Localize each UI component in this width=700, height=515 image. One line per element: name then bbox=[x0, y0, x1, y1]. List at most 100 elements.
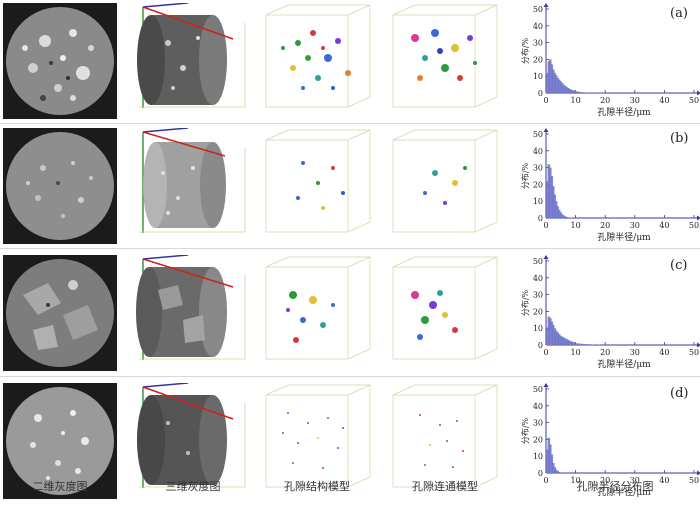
histogram-bar bbox=[556, 332, 559, 345]
histogram-bar bbox=[568, 88, 571, 93]
y-tick-label: 0 bbox=[538, 341, 543, 350]
y-axis-arrow bbox=[543, 255, 549, 259]
separator bbox=[0, 376, 700, 377]
histogram-bar bbox=[565, 339, 568, 345]
caption-pore-connectivity: 孔隙连通模型 bbox=[412, 480, 478, 493]
histogram-bar bbox=[557, 79, 561, 93]
caption-2d-gray: 二维灰度图 bbox=[32, 480, 88, 493]
histogram-bar bbox=[554, 201, 558, 218]
histogram-bar bbox=[553, 72, 557, 93]
pore-connectivity-model-b bbox=[392, 129, 498, 233]
panel-label-c: (c) bbox=[670, 258, 687, 273]
x-tick-label: 0 bbox=[543, 476, 548, 485]
pore-radius-histogram-d: (d) 0 10 20 30 40 50 0 10 20 30 40 50 孔隙半径/μm 分布/% bbox=[520, 383, 700, 498]
x-tick-label: 10 bbox=[571, 221, 581, 230]
x-tick-label: 40 bbox=[659, 221, 669, 230]
x-axis-label: 孔隙半径/μm bbox=[597, 358, 651, 370]
histogram-bar bbox=[575, 91, 579, 93]
histogram-bar bbox=[550, 64, 554, 93]
histogram-bar bbox=[550, 321, 554, 345]
x-tick-label: 10 bbox=[571, 348, 581, 357]
separator bbox=[0, 248, 700, 249]
histogram-bar bbox=[586, 92, 589, 93]
histogram-bar bbox=[546, 449, 549, 473]
histogram-bar bbox=[549, 59, 552, 93]
histogram-bar bbox=[551, 462, 555, 473]
histogram-bar bbox=[550, 454, 554, 473]
gray-3d-cylinder-c bbox=[136, 255, 246, 360]
histogram-bar bbox=[554, 330, 558, 345]
x-axis-arrow bbox=[697, 342, 700, 348]
histogram-bar bbox=[547, 164, 551, 218]
histogram-bar bbox=[559, 81, 562, 93]
histogram-bar bbox=[549, 318, 552, 345]
histogram-bar bbox=[557, 471, 561, 473]
y-tick-label: 50 bbox=[533, 130, 543, 139]
caption-3d-gray: 三维灰度图 bbox=[165, 480, 221, 493]
histogram-bar bbox=[547, 61, 551, 93]
y-axis-label: 分布/% bbox=[520, 417, 530, 444]
y-tick-label: 30 bbox=[533, 164, 543, 173]
y-axis-label: 分布/% bbox=[520, 37, 530, 64]
x-tick-label: 30 bbox=[630, 476, 640, 485]
histogram-bar bbox=[557, 334, 561, 345]
histogram-bar bbox=[588, 344, 592, 345]
x-tick-label: 20 bbox=[600, 221, 610, 230]
histogram-bar bbox=[577, 343, 580, 345]
x-tick-label: 40 bbox=[659, 348, 669, 357]
y-tick-label: 10 bbox=[533, 324, 543, 333]
histogram-bar bbox=[556, 206, 559, 218]
histogram-bar bbox=[562, 215, 565, 218]
histogram-bar bbox=[586, 344, 589, 345]
y-tick-label: 50 bbox=[533, 5, 543, 14]
histogram-bar bbox=[554, 75, 558, 93]
histogram-bar bbox=[569, 341, 573, 345]
pore-radius-histogram-c: (c) 0 10 20 30 40 50 0 10 20 30 40 50 孔隙半径/μm 分布/% bbox=[520, 255, 700, 370]
histogram-bar bbox=[559, 472, 562, 473]
caption-pore-structure: 孔隙结构模型 bbox=[284, 480, 350, 493]
histogram-bar bbox=[565, 86, 568, 93]
histogram-bar bbox=[559, 335, 562, 345]
pore-structure-model-a bbox=[265, 4, 371, 108]
pore-structure-model-d bbox=[265, 384, 371, 488]
histogram-bar bbox=[562, 337, 565, 345]
gray-3d-cylinder-b bbox=[139, 128, 246, 233]
x-tick-label: 0 bbox=[543, 221, 548, 230]
histogram-bar bbox=[566, 87, 570, 93]
pore-structure-model-c bbox=[265, 256, 371, 360]
pore-connectivity-model-c bbox=[392, 256, 498, 360]
x-tick-label: 20 bbox=[600, 348, 610, 357]
x-tick-label: 0 bbox=[543, 348, 548, 357]
x-tick-label: 50 bbox=[689, 96, 699, 105]
row-b: (b) 0 10 20 30 40 50 0 10 20 30 40 50 孔隙半径/μm 分布/% bbox=[0, 128, 700, 244]
x-tick-label: 20 bbox=[600, 476, 610, 485]
histogram-bar bbox=[557, 209, 561, 218]
histogram-bar bbox=[563, 85, 567, 93]
histogram-bar bbox=[571, 341, 574, 345]
histogram-bar bbox=[553, 328, 557, 345]
histogram-bar bbox=[566, 217, 570, 218]
pore-structure-model-b bbox=[265, 129, 371, 233]
histogram-bar bbox=[546, 181, 549, 218]
histogram-bar bbox=[547, 437, 551, 473]
gray-3d-cylinder-a bbox=[137, 3, 246, 108]
histogram-bar bbox=[563, 216, 567, 218]
y-tick-label: 30 bbox=[533, 291, 543, 300]
y-tick-label: 10 bbox=[533, 452, 543, 461]
row-c: (c) 0 10 20 30 40 50 0 10 20 30 40 50 孔隙半径/μm 分布/% bbox=[0, 255, 700, 371]
separator bbox=[0, 123, 700, 124]
y-tick-label: 20 bbox=[533, 180, 543, 189]
y-axis-arrow bbox=[543, 383, 549, 387]
histogram-bar bbox=[583, 343, 586, 345]
histogram-bar bbox=[551, 186, 555, 218]
y-axis-label: 分布/% bbox=[520, 162, 530, 189]
pore-radius-histogram-b: (b) 0 10 20 30 40 50 0 10 20 30 40 50 孔隙半径/μm 分布/% bbox=[520, 128, 700, 243]
x-tick-label: 40 bbox=[659, 96, 669, 105]
y-tick-label: 50 bbox=[533, 385, 543, 394]
y-tick-label: 10 bbox=[533, 72, 543, 81]
y-tick-label: 40 bbox=[533, 22, 543, 31]
histogram-bar bbox=[560, 82, 564, 93]
histogram-bar bbox=[556, 470, 559, 473]
histogram-bar bbox=[553, 467, 557, 473]
x-tick-label: 20 bbox=[600, 96, 610, 105]
